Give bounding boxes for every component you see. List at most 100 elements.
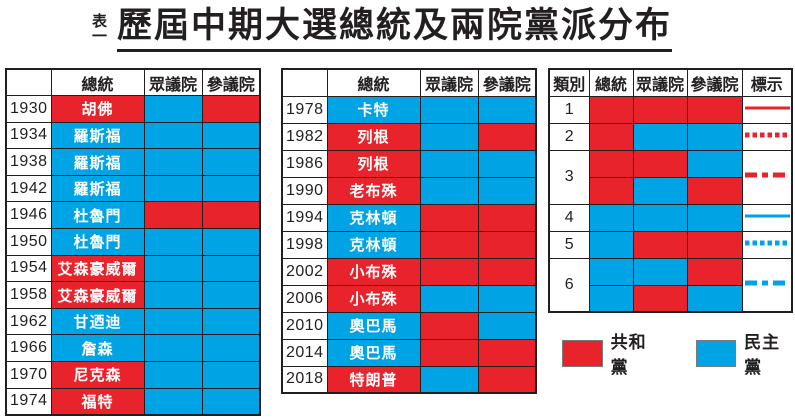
title-block: 歷屆中期大選總統及兩院黨派分布: [117, 6, 673, 52]
senate-party-cell: [686, 122, 743, 151]
marker-dashed-democrat-line-icon: [744, 240, 790, 245]
senate-party-cell: [686, 230, 743, 259]
table-label-char-bottom: 一: [92, 28, 108, 45]
category-number-cell: 6: [548, 257, 590, 313]
house-party-cell: [143, 307, 203, 336]
house-party-cell: [419, 311, 479, 340]
year-cell: 2006: [281, 284, 328, 313]
election-row: 2006 小布殊: [281, 284, 537, 313]
election-row: 1946 杜魯門: [5, 201, 261, 230]
president-party-cell: [588, 203, 634, 232]
marker-cell: [741, 203, 793, 232]
president-cell: 老布殊: [326, 176, 421, 205]
house-party-cell: [143, 148, 203, 176]
year-cell: 1934: [5, 121, 52, 150]
header-row: 類別 總統 眾議院 參議院 標示: [548, 68, 793, 97]
elections-table-1978-2018: 總統 眾議院 參議院 1978 卡特 1982 列根 1986 列根 1990 老布殊 1994 克林頓…: [281, 68, 537, 394]
president-cell: 奧巴馬: [326, 311, 421, 340]
year-cell: 1994: [281, 203, 328, 232]
year-cell: 1998: [281, 230, 328, 259]
senate-party-cell: [477, 311, 537, 340]
president-cell: 小布殊: [326, 284, 421, 313]
column-header: 參議院: [201, 68, 261, 97]
category-row: 5: [548, 230, 793, 259]
table-label-char-top: 表: [92, 13, 108, 30]
president-party-cell: [588, 230, 634, 259]
president-cell: 奧巴馬: [326, 338, 421, 367]
election-row: 1974 福特: [5, 387, 261, 416]
senate-party-cell: [477, 176, 537, 205]
year-cell: 2010: [281, 311, 328, 340]
category-row: [549, 176, 792, 205]
legend-label-republican: 共和黨: [610, 333, 647, 377]
year-cell: 1962: [5, 307, 52, 336]
president-cell: 胡佛: [50, 95, 145, 123]
year-cell: 1942: [5, 174, 52, 203]
president-cell: 卡特: [326, 95, 421, 124]
senate-party-cell: [201, 174, 261, 203]
president-cell: 克林頓: [326, 203, 421, 232]
president-party-cell: [588, 257, 634, 286]
house-party-cell: [419, 95, 479, 124]
house-party-cell: [419, 149, 479, 178]
title-underline: [117, 49, 673, 52]
marker-dashed-republican-line-icon: [744, 132, 790, 137]
house-party-cell: [143, 201, 203, 230]
house-party-cell: [143, 361, 203, 389]
president-party-cell: [588, 149, 634, 178]
year-cell: 2002: [281, 257, 328, 286]
category-row: 3: [548, 149, 793, 205]
house-party-cell: [143, 254, 203, 283]
president-cell: 羅斯福: [50, 148, 145, 176]
page-title: 歷屆中期大選總統及兩院黨派分布: [117, 6, 673, 45]
category-number-cell: 2: [548, 122, 590, 151]
year-cell: 1970: [5, 361, 52, 389]
empty-header-cell: [5, 68, 52, 97]
marker-cell: [741, 230, 793, 259]
house-party-cell: [419, 365, 479, 394]
legend-item-republican: 共和黨: [562, 328, 662, 378]
marker-cell: [741, 257, 793, 313]
marker-cell: [741, 149, 793, 205]
election-row: 1934 羅斯福: [5, 121, 261, 150]
marker-dash-dot-democrat-line-icon: [744, 280, 790, 286]
president-cell: 尼克森: [50, 361, 145, 389]
column-header: 參議院: [477, 68, 537, 97]
senate-party-cell: [201, 201, 261, 230]
year-cell: 1950: [5, 228, 52, 256]
senate-party-cell: [201, 121, 261, 150]
senate-party-cell: [201, 148, 261, 176]
year-cell: 1958: [5, 281, 52, 309]
party-legend: 共和黨 民主黨: [562, 328, 795, 378]
house-party-cell: [419, 122, 479, 151]
senate-party-cell: [477, 365, 537, 394]
column-header: 類別: [548, 68, 590, 97]
category-row: 4: [548, 203, 793, 232]
house-party-cell: [143, 121, 203, 150]
house-party-cell: [632, 230, 688, 259]
election-row: 1962 甘迺迪: [5, 307, 261, 336]
election-row: 1930 胡佛: [5, 95, 261, 123]
election-row: 1994 克林頓: [281, 203, 537, 232]
election-row: 1950 杜魯門: [5, 228, 261, 256]
senate-party-cell: [477, 149, 537, 178]
senate-party-cell: [686, 95, 743, 124]
senate-party-cell: [477, 95, 537, 124]
empty-header-cell: [281, 68, 328, 97]
year-cell: 1966: [5, 334, 52, 363]
senate-party-cell: [477, 122, 537, 151]
column-header: 眾議院: [419, 68, 479, 97]
election-row: 2002 小布殊: [281, 257, 537, 286]
president-cell: 福特: [50, 387, 145, 416]
president-cell: 小布殊: [326, 257, 421, 286]
legend-label-democrat: 民主黨: [744, 333, 781, 377]
president-party-cell: [588, 122, 634, 151]
president-cell: 羅斯福: [50, 174, 145, 203]
senate-party-cell: [686, 203, 743, 232]
election-row: 1938 羅斯福: [5, 148, 261, 176]
president-party-cell: [588, 176, 634, 205]
house-party-cell: [143, 387, 203, 416]
house-party-cell: [632, 95, 688, 124]
democrat-color-swatch: [695, 339, 737, 367]
senate-party-cell: [201, 95, 261, 123]
